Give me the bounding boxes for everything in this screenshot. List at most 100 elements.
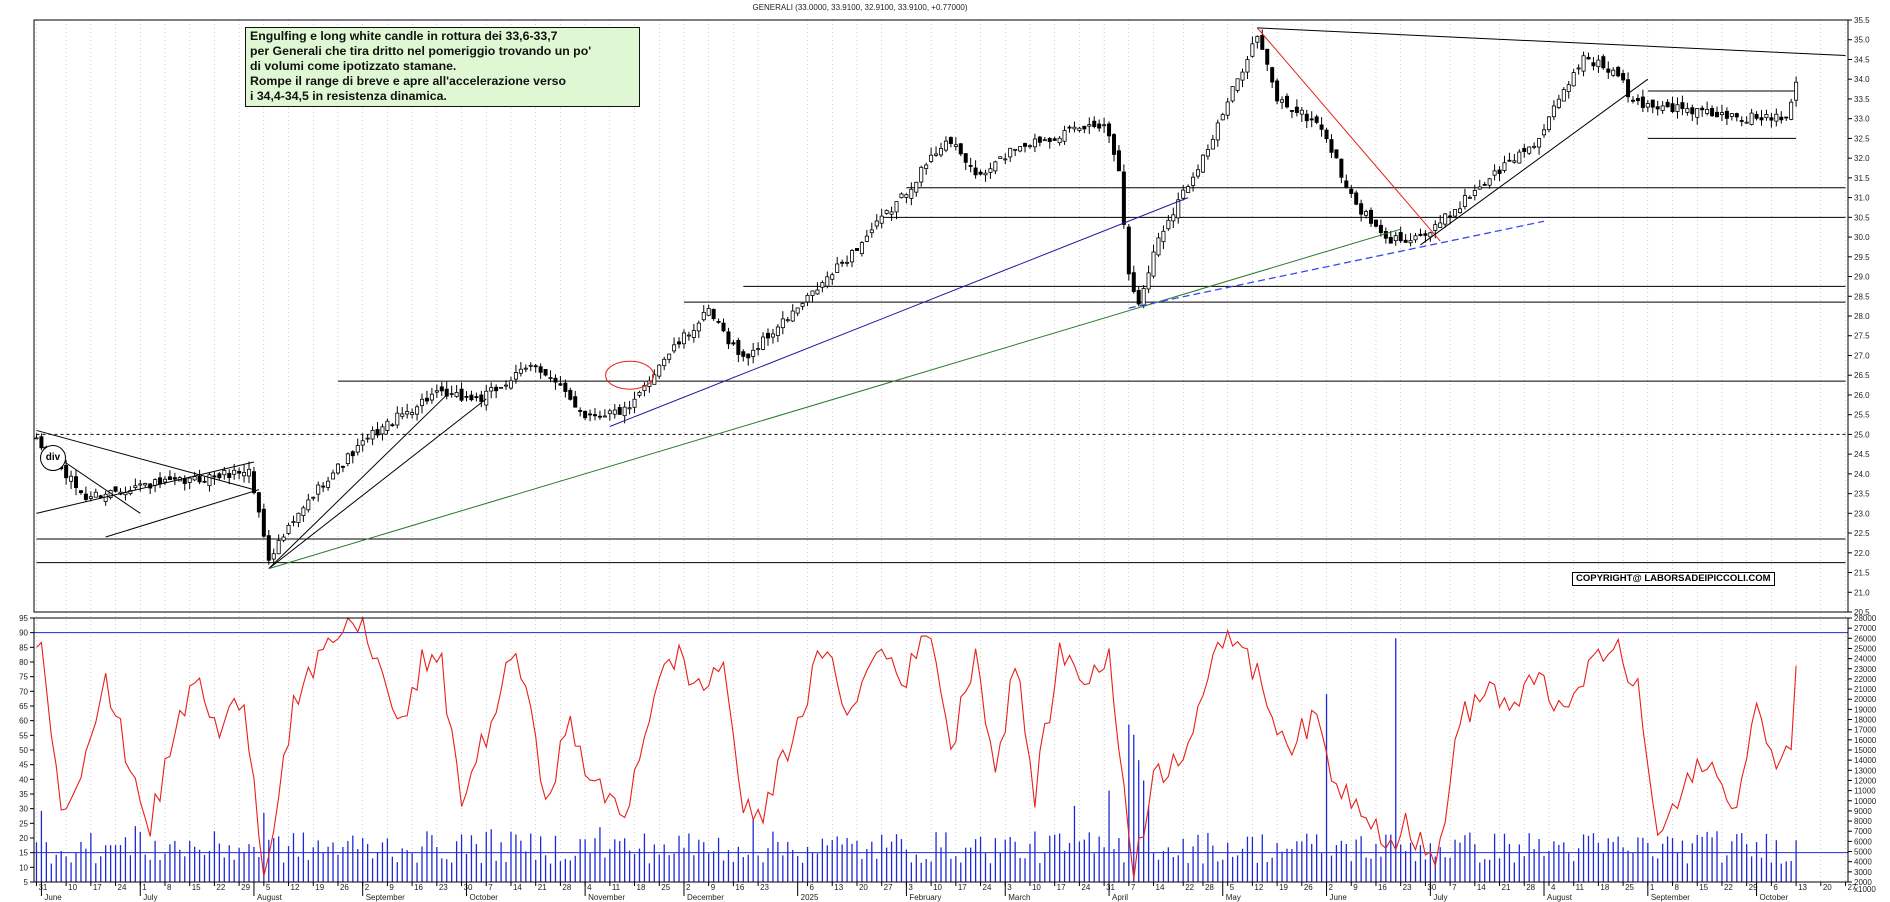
candle-body: [162, 478, 167, 483]
date-tick-label: 29: [1749, 883, 1758, 892]
candle-body: [1690, 107, 1695, 115]
volume-tick-label: 26000: [1854, 634, 1877, 643]
candle-body: [1576, 67, 1581, 70]
date-tick-label: 28: [1526, 883, 1535, 892]
date-tick-label: 19: [1279, 883, 1288, 892]
candle-body: [1215, 122, 1220, 141]
candle-body: [504, 384, 509, 387]
candle-body: [558, 383, 563, 386]
oscillator-tick-label: 80: [19, 658, 28, 667]
candle-body: [1655, 106, 1660, 110]
candle-body: [1027, 145, 1032, 148]
candle-body: [1299, 109, 1304, 115]
candle-body: [1294, 106, 1299, 113]
candle-body: [78, 490, 83, 494]
candle-body: [1502, 162, 1507, 171]
candle-body: [1057, 137, 1062, 144]
candle-body: [1779, 116, 1784, 121]
month-label: June: [1330, 893, 1348, 902]
volume-tick-label: 18000: [1854, 716, 1877, 725]
candle-body: [588, 413, 593, 416]
candle-body: [790, 310, 795, 322]
date-tick-label: 4: [1551, 883, 1556, 892]
candle-body: [1235, 78, 1240, 91]
volume-tick-label: 27000: [1854, 624, 1877, 633]
candle-body: [1107, 123, 1112, 137]
date-tick-label: 28: [562, 883, 571, 892]
candle-body: [1116, 150, 1121, 172]
candle-body: [1210, 138, 1215, 150]
date-tick-label: 11: [1576, 883, 1585, 892]
candle-body: [1037, 136, 1042, 143]
candle-body: [1566, 84, 1571, 92]
date-tick-label: 3: [1007, 883, 1012, 892]
candle-body: [1477, 186, 1482, 190]
candle-body: [479, 394, 484, 402]
date-tick-label: 13: [834, 883, 843, 892]
candle-body: [484, 390, 489, 406]
candle-body: [1181, 189, 1186, 199]
candle-body: [751, 349, 756, 357]
candle-body: [340, 465, 345, 468]
volume-tick-label: 17000: [1854, 726, 1877, 735]
candle-body: [1497, 169, 1502, 174]
candle-body: [1606, 68, 1611, 73]
candle-body: [202, 480, 207, 483]
volume-tick-label: 25000: [1854, 644, 1877, 653]
date-tick-label: 26: [1304, 883, 1313, 892]
volume-unit-label: x1000: [1854, 885, 1876, 894]
month-label: August: [257, 893, 283, 902]
candle-body: [434, 390, 439, 393]
candle-body: [1522, 147, 1527, 152]
candle-body: [548, 377, 553, 379]
price-tick-label: 27.5: [1854, 332, 1870, 341]
date-tick-label: 17: [93, 883, 102, 892]
candle-body: [1388, 237, 1393, 244]
candle-body: [1003, 158, 1008, 161]
candle-body: [400, 413, 405, 417]
candle-body: [583, 410, 588, 419]
date-tick-label: 23: [760, 883, 769, 892]
candle-body: [113, 486, 118, 492]
date-tick-label: 10: [1032, 883, 1041, 892]
candle-body: [840, 261, 845, 264]
candle-body: [291, 521, 296, 523]
candle-body: [410, 412, 415, 415]
volume-tick-label: 12000: [1854, 776, 1877, 785]
candle-body: [800, 302, 805, 307]
oscillator-tick-label: 5: [24, 878, 29, 887]
oscillator-tick-label: 45: [19, 761, 28, 770]
candle-body: [469, 394, 474, 401]
candle-body: [686, 334, 691, 337]
candle-body: [948, 137, 953, 144]
candle-body: [1660, 105, 1665, 111]
candle-body: [1517, 151, 1522, 164]
candle-body: [1240, 71, 1245, 81]
candle-body: [1507, 159, 1512, 162]
date-tick-label: 21: [1502, 883, 1511, 892]
candle-body: [1621, 73, 1626, 81]
candle-body: [1220, 114, 1225, 121]
volume-tick-label: 8000: [1854, 817, 1872, 826]
date-tick-label: 23: [439, 883, 448, 892]
candle-body: [899, 193, 904, 199]
candle-body: [360, 440, 365, 446]
candle-body: [1309, 118, 1314, 121]
candle-body: [523, 367, 528, 370]
price-tick-label: 21.0: [1854, 588, 1870, 597]
candle-body: [983, 172, 988, 176]
candle-body: [627, 407, 632, 410]
candle-body: [711, 308, 716, 320]
candle-body: [1685, 108, 1690, 113]
candle-body: [795, 307, 800, 314]
candle-body: [1062, 130, 1067, 142]
candle-body: [1467, 196, 1472, 199]
candle-body: [914, 181, 919, 193]
candle-body: [1171, 214, 1176, 222]
candle-body: [553, 377, 558, 383]
candle-body: [1571, 72, 1576, 87]
candle-body: [1586, 56, 1591, 60]
date-tick-label: 6: [1773, 883, 1778, 892]
candle-body: [830, 274, 835, 280]
month-label: May: [1226, 893, 1241, 902]
